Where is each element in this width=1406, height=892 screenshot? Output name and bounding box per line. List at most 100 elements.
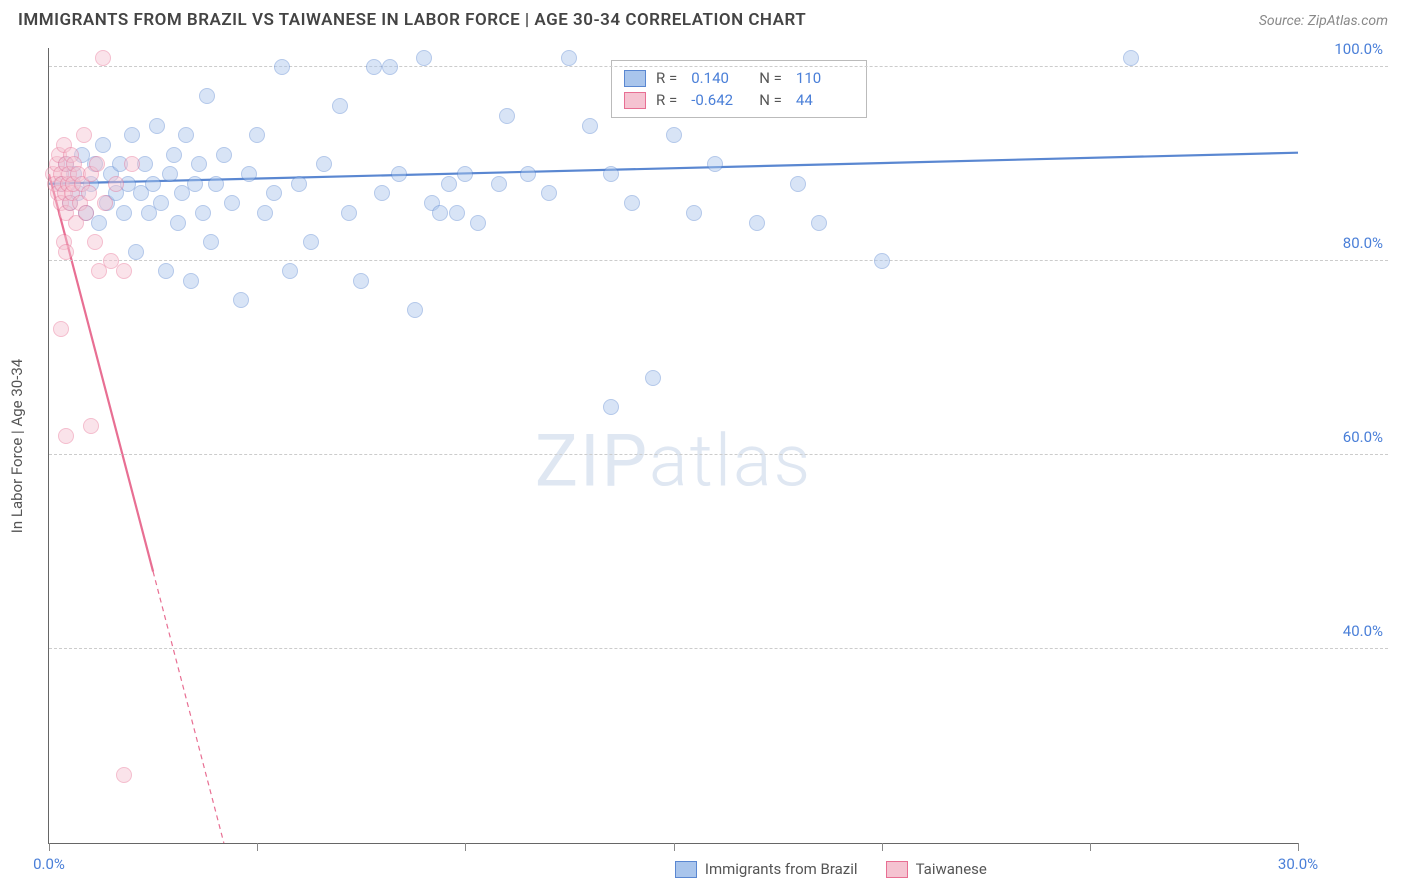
plot-wrapper: ZIPatlas In Labor Force | Age 30-34 R = … bbox=[48, 48, 1388, 844]
data-point bbox=[89, 156, 105, 172]
data-point bbox=[686, 205, 702, 221]
data-point bbox=[58, 244, 74, 260]
data-point bbox=[116, 263, 132, 279]
data-point bbox=[366, 59, 382, 75]
data-point bbox=[76, 127, 92, 143]
swatch-series2 bbox=[624, 92, 646, 109]
legend-swatch bbox=[886, 861, 908, 878]
data-point bbox=[81, 185, 97, 201]
gridline bbox=[49, 260, 1388, 261]
data-point bbox=[128, 244, 144, 260]
trend-line bbox=[153, 572, 224, 843]
chart-title: IMMIGRANTS FROM BRAZIL VS TAIWANESE IN L… bbox=[18, 10, 806, 30]
data-point bbox=[491, 176, 507, 192]
data-point bbox=[108, 176, 124, 192]
data-point bbox=[124, 127, 140, 143]
swatch-series1 bbox=[624, 70, 646, 87]
data-point bbox=[183, 273, 199, 289]
data-point bbox=[97, 195, 113, 211]
plot-area: ZIPatlas In Labor Force | Age 30-34 R = … bbox=[48, 48, 1298, 844]
data-point bbox=[432, 205, 448, 221]
data-point bbox=[241, 166, 257, 182]
y-tick-label: 80.0% bbox=[1343, 234, 1383, 252]
data-point bbox=[582, 118, 598, 134]
y-tick-label: 100.0% bbox=[1334, 40, 1383, 58]
y-tick-label: 40.0% bbox=[1343, 622, 1383, 640]
data-point bbox=[149, 118, 165, 134]
data-point bbox=[374, 185, 390, 201]
data-point bbox=[58, 428, 74, 444]
data-point bbox=[78, 205, 94, 221]
x-tick-label: 0.0% bbox=[33, 855, 65, 873]
data-point bbox=[624, 195, 640, 211]
data-point bbox=[282, 263, 298, 279]
n-label-2: N = bbox=[759, 91, 782, 109]
x-tick bbox=[465, 843, 466, 851]
header: IMMIGRANTS FROM BRAZIL VS TAIWANESE IN L… bbox=[0, 0, 1406, 38]
series-legend: Immigrants from Brazil Taiwanese bbox=[675, 860, 987, 878]
data-point bbox=[249, 127, 265, 143]
data-point bbox=[116, 205, 132, 221]
trend-lines bbox=[49, 48, 1298, 843]
data-point bbox=[457, 166, 473, 182]
data-point bbox=[391, 166, 407, 182]
data-point bbox=[790, 176, 806, 192]
data-point bbox=[541, 185, 557, 201]
y-tick-label: 60.0% bbox=[1343, 428, 1383, 446]
y-axis-title: In Labor Force | Age 30-34 bbox=[8, 358, 26, 532]
data-point bbox=[416, 50, 432, 66]
x-tick-label: 30.0% bbox=[1278, 855, 1318, 873]
data-point bbox=[332, 98, 348, 114]
data-point bbox=[95, 137, 111, 153]
data-point bbox=[520, 166, 536, 182]
r-label-1: R = bbox=[656, 69, 677, 87]
data-point bbox=[153, 195, 169, 211]
data-point bbox=[470, 215, 486, 231]
data-point bbox=[316, 156, 332, 172]
data-point bbox=[166, 147, 182, 163]
data-point bbox=[353, 273, 369, 289]
data-point bbox=[95, 50, 111, 66]
legend-label: Taiwanese bbox=[916, 860, 987, 878]
n-label-1: N = bbox=[759, 69, 782, 87]
x-tick bbox=[257, 843, 258, 851]
data-point bbox=[199, 88, 215, 104]
legend-swatch bbox=[675, 861, 697, 878]
data-point bbox=[874, 253, 890, 269]
data-point bbox=[382, 59, 398, 75]
data-point bbox=[749, 215, 765, 231]
data-point bbox=[707, 156, 723, 172]
data-point bbox=[187, 176, 203, 192]
stats-row-series2: R = -0.642 N = 44 bbox=[624, 89, 854, 111]
data-point bbox=[811, 215, 827, 231]
r-value-1: 0.140 bbox=[691, 69, 749, 87]
data-point bbox=[291, 176, 307, 192]
data-point bbox=[224, 195, 240, 211]
gridline bbox=[49, 454, 1388, 455]
data-point bbox=[1123, 50, 1139, 66]
x-tick bbox=[1298, 843, 1299, 851]
data-point bbox=[603, 399, 619, 415]
data-point bbox=[216, 147, 232, 163]
data-point bbox=[145, 176, 161, 192]
data-point bbox=[124, 156, 140, 172]
data-point bbox=[203, 234, 219, 250]
data-point bbox=[441, 176, 457, 192]
data-point bbox=[195, 205, 211, 221]
data-point bbox=[603, 166, 619, 182]
data-point bbox=[83, 418, 99, 434]
x-tick bbox=[882, 843, 883, 851]
data-point bbox=[257, 205, 273, 221]
data-point bbox=[645, 370, 661, 386]
data-point bbox=[178, 127, 194, 143]
data-point bbox=[303, 234, 319, 250]
x-tick bbox=[674, 843, 675, 851]
data-point bbox=[407, 302, 423, 318]
data-point bbox=[53, 321, 69, 337]
legend-label: Immigrants from Brazil bbox=[705, 860, 858, 878]
gridline bbox=[49, 648, 1388, 649]
legend-item: Immigrants from Brazil bbox=[675, 860, 858, 878]
data-point bbox=[266, 185, 282, 201]
data-point bbox=[170, 215, 186, 231]
data-point bbox=[191, 156, 207, 172]
